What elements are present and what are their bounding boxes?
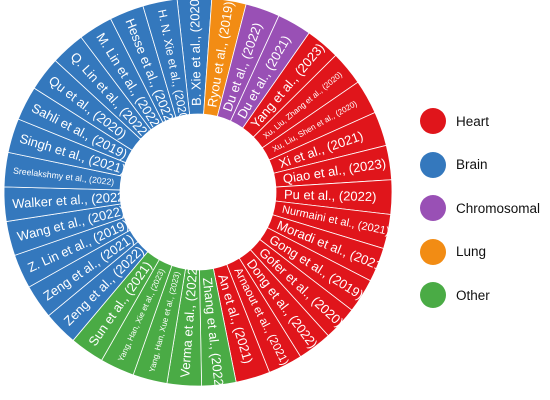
legend-item-other: Other [420, 282, 548, 308]
legend-swatch-heart [420, 108, 446, 134]
legend-label-brain: Brain [456, 157, 488, 172]
legend-swatch-lung [420, 238, 446, 265]
legend-item-brain: Brain [420, 151, 548, 178]
slice-label-pu-et-al-2022: Pu et al., (2022) [284, 187, 377, 204]
legend-label-heart: Heart [456, 113, 490, 129]
legend-swatch-brain [420, 151, 446, 178]
slice-h-n-xie-et-al-2020 [142, 0, 191, 118]
slice-label-walker-et-al-2022: Walker et al., (2022) [12, 189, 129, 211]
legend-label-lung: Lung [456, 244, 487, 259]
legend-item-chromosomal: Chromosomal [420, 195, 548, 221]
legend-label-chromosomal: Chromosomal [456, 200, 541, 216]
legend-swatch-chromosomal [420, 195, 446, 221]
legend-item-heart: Heart [420, 108, 548, 134]
legend: Heart Brain Chromosomal Lung Other [420, 108, 548, 326]
legend-item-lung: Lung [420, 238, 548, 265]
legend-swatch-other [420, 282, 446, 308]
legend-label-other: Other [456, 287, 490, 303]
slice-label-b-xie-et-al-2020: B. Xie et al., (2020) [187, 0, 204, 106]
